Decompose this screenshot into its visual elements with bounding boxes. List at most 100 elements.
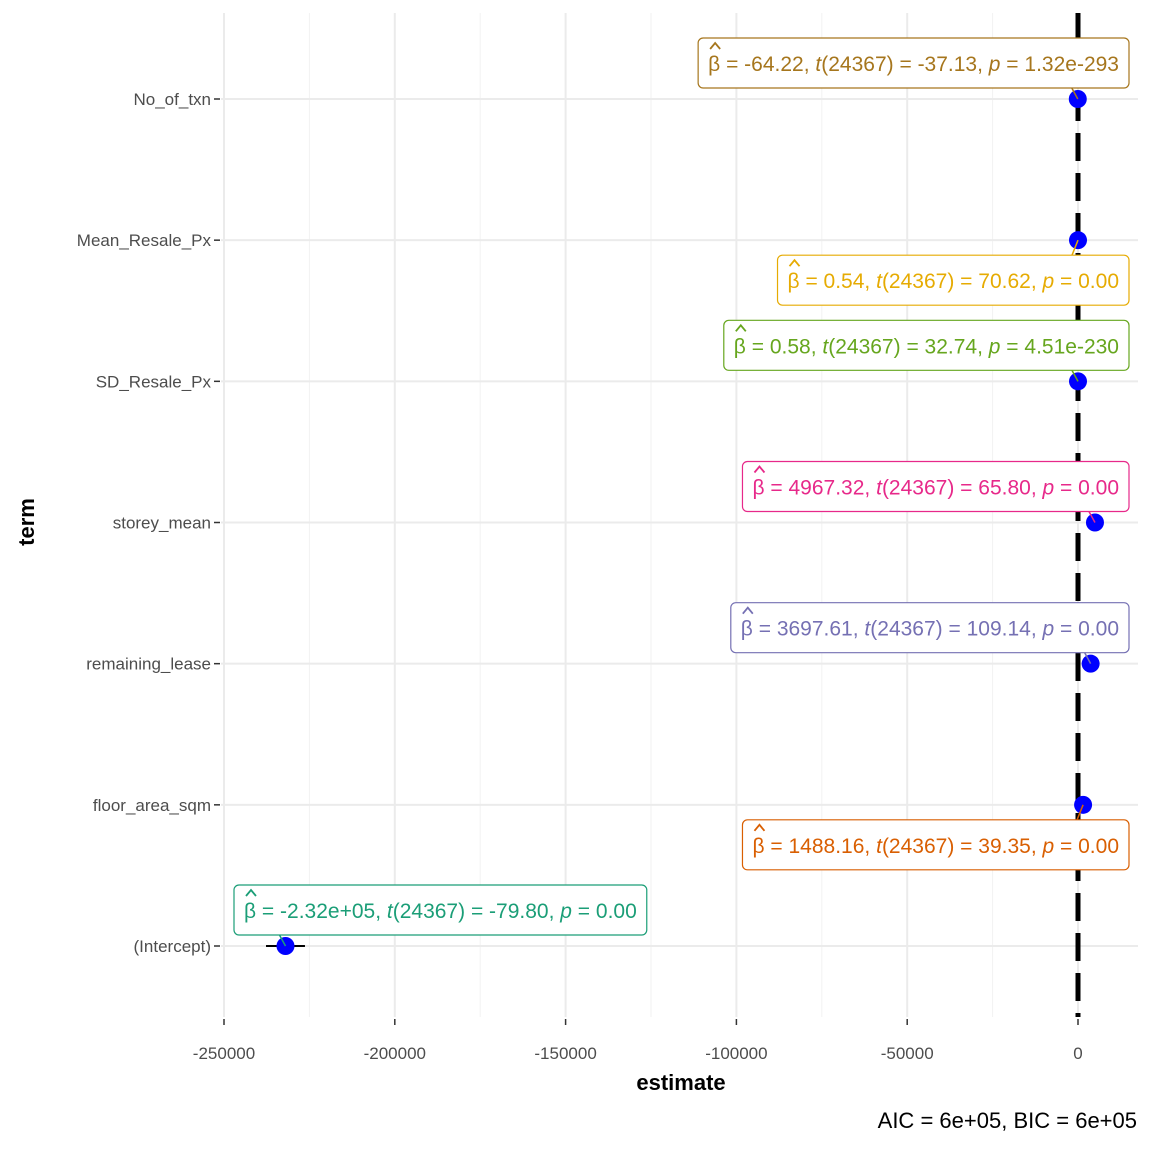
coefficient-label-box (233, 884, 648, 936)
coefficient-label-text: β = 0.54, t(24367) = 70.62, p = 0.00 (788, 270, 1119, 293)
p-value: 0.00 (1078, 835, 1119, 858)
equals-sign: = (894, 53, 918, 76)
separator: , (977, 335, 989, 358)
label-connector (1071, 369, 1079, 382)
beta-value: 4967.32 (789, 477, 865, 500)
separator: , (549, 900, 561, 923)
equals-sign: = (914, 1108, 939, 1133)
x-tick-label: -250000 (193, 1044, 255, 1063)
coefficient-label-box (697, 37, 1130, 89)
p-symbol: p (1042, 477, 1055, 500)
separator: , (864, 477, 876, 500)
t-symbol: t (876, 270, 883, 293)
hat-accent-icon (735, 323, 747, 332)
equals-sign: = (1054, 618, 1078, 641)
degrees-of-freedom: (24367) (882, 477, 954, 500)
equals-sign: = (943, 618, 967, 641)
p-symbol: p (988, 53, 1001, 76)
x-axis: -250000 -200000 -150000 -100000 -50000 0 (193, 1019, 1083, 1063)
equals-sign: = (1000, 53, 1024, 76)
beta-value: 0.58 (770, 335, 811, 358)
degrees-of-freedom: (24367) (882, 270, 954, 293)
beta-symbol: β (788, 270, 800, 293)
label-connector (278, 934, 287, 947)
separator: , (375, 900, 387, 923)
p-value: 0.00 (1078, 477, 1119, 500)
coefficient-label-text: β = 4967.32, t(24367) = 65.80, p = 0.00 (752, 477, 1119, 500)
p-symbol: p (988, 335, 1001, 358)
equals-sign: = (1054, 270, 1078, 293)
y-tick-label: remaining_lease (86, 655, 211, 674)
coefficient-label-text: β = 0.58, t(24367) = 32.74, p = 4.51e-23… (734, 335, 1119, 358)
equals-sign: = (1054, 835, 1078, 858)
x-axis-title: estimate (636, 1070, 725, 1095)
x-tick-label: -200000 (364, 1044, 426, 1063)
x-tick-label: 0 (1073, 1044, 1082, 1063)
coefficient-label-box (741, 460, 1130, 513)
degrees-of-freedom: (24367) (870, 618, 942, 641)
y-tick-label: floor_area_sqm (93, 796, 211, 815)
separator: , (804, 53, 816, 76)
equals-sign: = (800, 270, 824, 293)
degrees-of-freedom: (24367) (828, 335, 900, 358)
equals-sign: = (572, 900, 596, 923)
p-value: 0.00 (1078, 618, 1119, 641)
separator: , (864, 835, 876, 858)
beta-value: 3697.61 (777, 618, 853, 641)
beta-value: 0.54 (824, 270, 865, 293)
t-value: 65.80 (978, 477, 1031, 500)
equals-sign: = (1050, 1108, 1075, 1133)
coefficient-label-box (723, 319, 1130, 371)
equals-sign: = (901, 335, 925, 358)
beta-value: -64.22 (744, 53, 804, 76)
equals-sign: = (753, 618, 777, 641)
separator: , (1001, 1108, 1013, 1133)
p-value: 4.51e-230 (1024, 335, 1119, 358)
t-symbol: t (864, 618, 871, 641)
coefficient-label-text: β = 3697.61, t(24367) = 109.14, p = 0.00 (741, 618, 1119, 641)
bic-value: 6e+05 (1075, 1108, 1137, 1133)
degrees-of-freedom: (24367) (393, 900, 465, 923)
p-value: 0.00 (1078, 270, 1119, 293)
coefficient-label-text: β = 1488.16, t(24367) = 39.35, p = 0.00 (752, 835, 1119, 858)
t-value: 70.62 (978, 270, 1031, 293)
separator: , (853, 618, 865, 641)
separator: , (977, 53, 989, 76)
t-value: 109.14 (967, 618, 1032, 641)
t-value: -37.13 (918, 53, 978, 76)
t-symbol: t (815, 53, 822, 76)
coefficient-labels: β = -64.22, t(24367) = -37.13, p = 1.32e… (233, 37, 1130, 947)
t-value: 39.35 (978, 835, 1031, 858)
coefficient-label-box (776, 254, 1130, 306)
coefficient-label-box (741, 819, 1130, 871)
y-tick-label: SD_Resale_Px (96, 372, 212, 391)
equals-sign: = (256, 900, 280, 923)
coefficient-label-text: β = -64.22, t(24367) = -37.13, p = 1.32e… (708, 53, 1119, 76)
t-symbol: t (876, 477, 883, 500)
hat-accent-icon (788, 258, 801, 267)
t-value: 32.74 (925, 335, 978, 358)
p-value: 1.32e-293 (1024, 53, 1119, 76)
hat-accent-icon (245, 888, 257, 897)
equals-sign: = (1054, 477, 1078, 500)
x-tick-label: -100000 (705, 1044, 767, 1063)
beta-value: 1488.16 (789, 835, 865, 858)
t-symbol: t (387, 900, 394, 923)
beta-symbol: β (244, 900, 256, 923)
p-symbol: p (1042, 835, 1055, 858)
equals-sign: = (765, 835, 789, 858)
separator: , (864, 270, 876, 293)
degrees-of-freedom: (24367) (882, 835, 954, 858)
x-tick-label: -50000 (881, 1044, 934, 1063)
beta-symbol: β (752, 477, 764, 500)
aic-label: AIC (878, 1108, 915, 1133)
aic-value: 6e+05 (939, 1108, 1001, 1133)
y-axis: No_of_txn Mean_Resale_Px SD_Resale_Pxstore… (77, 90, 220, 956)
equals-sign: = (954, 477, 978, 500)
equals-sign: = (765, 477, 789, 500)
y-tick-label: Mean_Resale_Px (77, 231, 212, 250)
x-tick-label: -150000 (534, 1044, 596, 1063)
separator: , (1031, 270, 1043, 293)
p-symbol: p (1042, 270, 1055, 293)
